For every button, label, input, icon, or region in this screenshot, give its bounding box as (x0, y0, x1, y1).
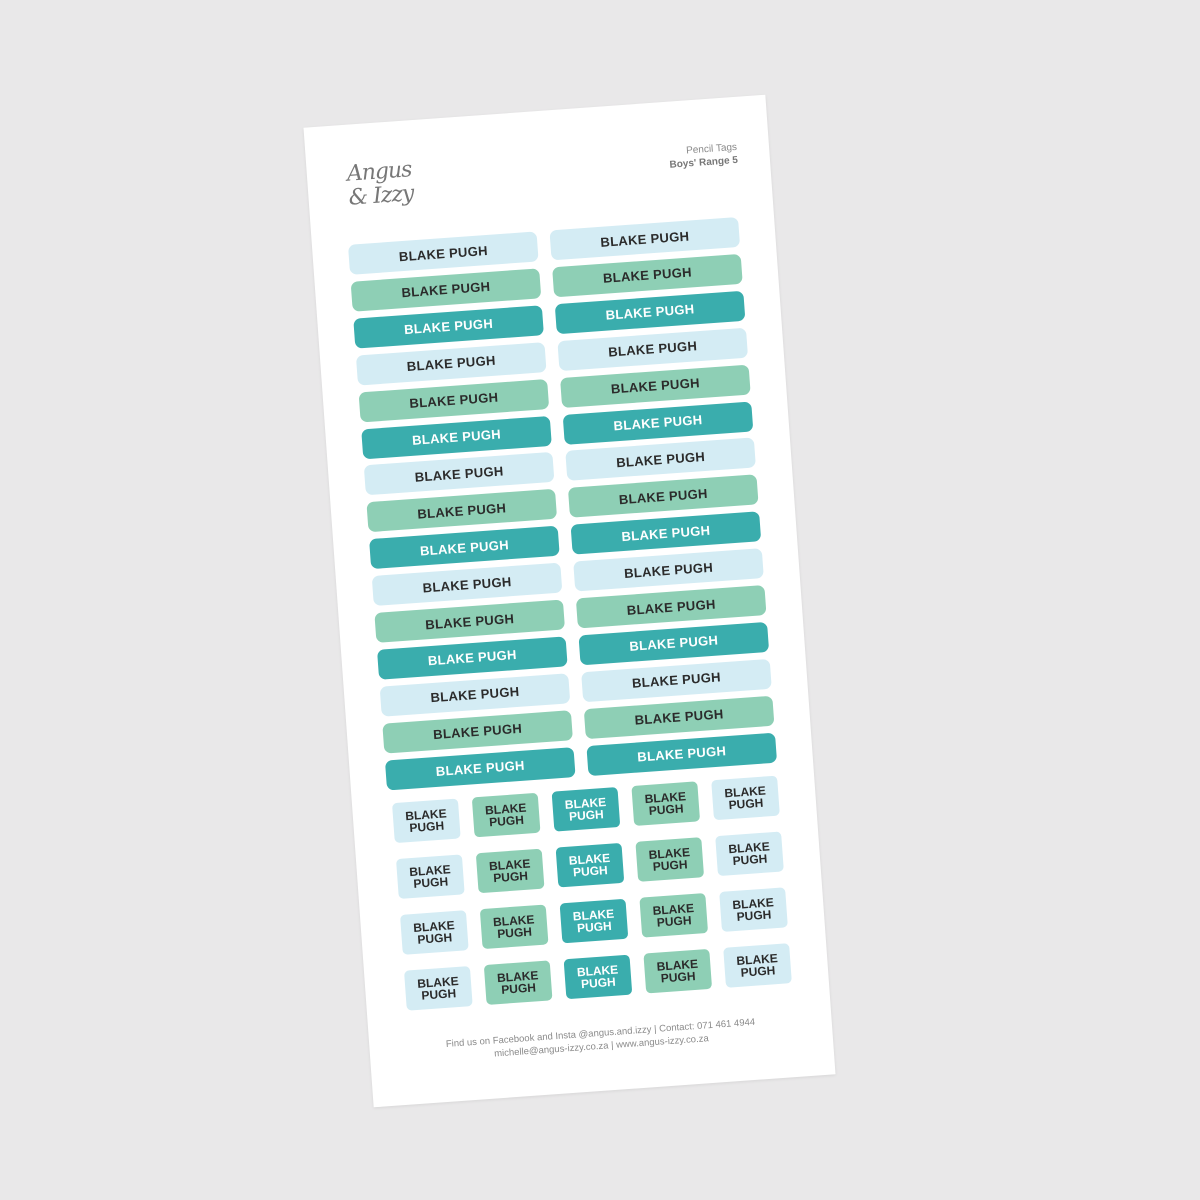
tag-last-name: PUGH (492, 868, 529, 886)
name-tag-small: BLAKE PUGH (563, 954, 633, 1000)
name-tag-long: BLAKE PUGH (552, 253, 743, 298)
name-tag-long: BLAKE PUGH (581, 658, 772, 703)
tag-last-name: PUGH (408, 818, 445, 836)
name-tag-long: BLAKE PUGH (567, 474, 759, 519)
name-tag-long: BLAKE PUGH (570, 511, 762, 555)
name-tag-long: BLAKE PUGH (560, 364, 751, 408)
name-tag-long: BLAKE PUGH (557, 327, 749, 371)
name-tag-small: BLAKE PUGH (479, 904, 549, 950)
name-tag-small: BLAKE PUGH (471, 792, 541, 838)
name-tag-small: BLAKE PUGH (400, 910, 469, 955)
tag-last-name: PUGH (412, 874, 449, 891)
name-tag-long: BLAKE PUGH (583, 695, 775, 739)
name-tag-long: BLAKE PUGH (363, 452, 555, 496)
name-tag-long: BLAKE PUGH (586, 732, 778, 776)
name-tag-long: BLAKE PUGH (347, 231, 539, 275)
name-tag-small: BLAKE PUGH (483, 960, 553, 1005)
name-tag-small: BLAKE PUGH (711, 775, 780, 821)
name-tag-long: BLAKE PUGH (549, 216, 741, 261)
name-tag-long: BLAKE PUGH (355, 341, 547, 386)
tag-last-name: PUGH (580, 974, 617, 992)
tag-last-name: PUGH (732, 851, 768, 868)
tag-last-name: PUGH (420, 986, 457, 1003)
logo-text: & Izzy (347, 181, 415, 211)
tag-grid: BLAKE PUGH BLAKE PUGH BLAKE PUGH BLAKE PUGH… (303, 95, 792, 1011)
name-tag-small: BLAKE PUGH (559, 898, 629, 944)
name-tag-small: BLAKE PUGH (635, 837, 705, 882)
tag-last-name: PUGH (736, 907, 772, 924)
name-tag-small: BLAKE PUGH (643, 948, 713, 994)
name-tag-long: BLAKE PUGH (376, 636, 568, 680)
tag-last-name: PUGH (500, 980, 537, 997)
name-tag-long: BLAKE PUGH (371, 562, 563, 607)
sticker-sheet: Angus & Izzy Pencil Tags Boys' Range 5 B… (303, 94, 836, 1108)
name-tag-small: BLAKE PUGH (723, 943, 792, 988)
name-tag-long: BLAKE PUGH (573, 548, 764, 592)
name-tag-long: BLAKE PUGH (379, 673, 571, 717)
tag-last-name: PUGH (488, 812, 525, 830)
tag-last-name: PUGH (416, 930, 453, 947)
name-tag-small: BLAKE PUGH (404, 966, 473, 1011)
name-tag-long: BLAKE PUGH (554, 290, 746, 335)
range-name: Boys' Range 5 (669, 154, 739, 171)
footer: Find us on Facebook and Insta @angus.and… (369, 1010, 833, 1069)
name-tag-long: BLAKE PUGH (575, 585, 767, 629)
name-tag-long: BLAKE PUGH (361, 415, 552, 459)
tag-last-name: PUGH (496, 924, 533, 941)
tag-last-name: PUGH (648, 801, 684, 818)
name-tag-long: BLAKE PUGH (353, 305, 544, 349)
name-tag-long: BLAKE PUGH (369, 525, 560, 570)
name-tag-long: BLAKE PUGH (382, 709, 573, 754)
tag-last-name: PUGH (660, 968, 696, 986)
name-tag-long: BLAKE PUGH (350, 268, 542, 312)
tag-last-name: PUGH (572, 862, 609, 880)
name-tag-small: BLAKE PUGH (631, 781, 701, 826)
name-tag-small: BLAKE PUGH (392, 798, 461, 844)
tag-last-name: PUGH (652, 857, 688, 874)
tag-last-name: PUGH (576, 918, 613, 936)
name-tag-long: BLAKE PUGH (565, 437, 756, 482)
name-tag-long: BLAKE PUGH (562, 400, 754, 445)
tag-last-name: PUGH (568, 807, 605, 824)
name-tag-small: BLAKE PUGH (555, 842, 625, 888)
name-tag-small: BLAKE PUGH (719, 887, 788, 932)
name-tag-long: BLAKE PUGH (384, 746, 576, 791)
brand-logo: Angus & Izzy (346, 157, 415, 211)
name-tag-small: BLAKE PUGH (396, 854, 465, 899)
sheet-header: Pencil Tags Boys' Range 5 (668, 141, 738, 172)
name-tag-small: BLAKE PUGH (475, 848, 545, 894)
tag-last-name: PUGH (728, 795, 764, 813)
name-tag-small: BLAKE PUGH (639, 893, 709, 938)
name-tag-small: BLAKE PUGH (715, 831, 784, 877)
tag-last-name: PUGH (740, 963, 776, 980)
name-tag-long: BLAKE PUGH (374, 599, 566, 643)
name-tag-small: BLAKE PUGH (551, 787, 621, 832)
name-tag-long: BLAKE PUGH (366, 489, 558, 533)
name-tag-long: BLAKE PUGH (358, 378, 550, 423)
tag-last-name: PUGH (656, 913, 692, 930)
name-tag-long: BLAKE PUGH (578, 621, 770, 666)
